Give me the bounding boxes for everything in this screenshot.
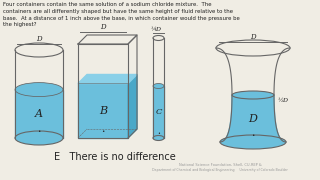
Ellipse shape [153, 84, 164, 89]
Text: D: D [250, 33, 256, 41]
Text: C: C [155, 108, 162, 116]
Polygon shape [78, 75, 137, 84]
Text: ½D: ½D [278, 98, 289, 102]
Text: D: D [249, 114, 257, 123]
Polygon shape [78, 84, 128, 138]
Text: •: • [157, 130, 160, 136]
Text: D: D [100, 23, 106, 31]
Text: E   There is no difference: E There is no difference [54, 152, 176, 162]
Ellipse shape [15, 83, 63, 97]
Text: ¼D: ¼D [150, 27, 162, 32]
Text: B: B [99, 106, 107, 116]
Text: Department of Chemical and Biological Engineering     University of Colorado Bou: Department of Chemical and Biological En… [152, 168, 288, 172]
Ellipse shape [220, 135, 286, 149]
Text: D: D [36, 35, 42, 43]
Polygon shape [220, 95, 286, 142]
Polygon shape [153, 86, 164, 138]
Ellipse shape [15, 131, 63, 145]
Text: A: A [35, 109, 43, 119]
Text: •: • [101, 129, 105, 134]
Polygon shape [15, 90, 63, 138]
Text: Four containers contain the same solution of a sodium chloride mixture.  The
con: Four containers contain the same solutio… [3, 2, 240, 27]
Text: •: • [251, 132, 255, 138]
Polygon shape [128, 75, 137, 138]
Text: •: • [37, 129, 41, 134]
Text: National Science Foundation, Shell, CU-REP &: National Science Foundation, Shell, CU-R… [179, 163, 261, 167]
Ellipse shape [232, 91, 274, 99]
Ellipse shape [153, 136, 164, 141]
